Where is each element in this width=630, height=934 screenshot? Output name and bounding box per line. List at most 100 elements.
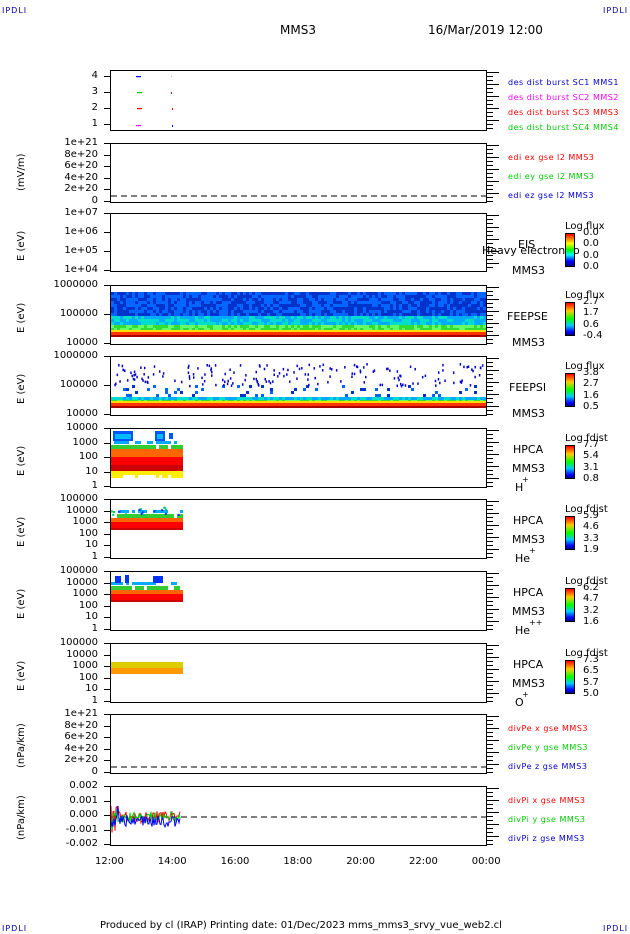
spectrogram-cell (126, 526, 129, 528)
spectrogram-band (174, 335, 177, 337)
spectrogram-cell (198, 310, 201, 313)
spectrogram-cell (171, 328, 174, 331)
spectrogram-cell (144, 298, 147, 301)
spectrogram-cell (123, 668, 126, 670)
spectrogram-cell (115, 434, 131, 439)
spectrogram-cell (174, 461, 177, 463)
spectrogram-cell (354, 328, 357, 331)
spectrogram-band (261, 406, 264, 408)
spectrogram-cell (165, 600, 168, 602)
spectrogram-cell (180, 453, 183, 455)
spectrogram-cell (453, 313, 456, 316)
spectrogram-cell (165, 307, 168, 310)
spectrogram-cell (174, 471, 177, 475)
spectrogram-cell (444, 295, 447, 298)
scatter-point (417, 382, 419, 385)
spectrogram-cell (330, 401, 333, 403)
spectrogram-cell (228, 292, 231, 295)
spectrogram-cell (462, 397, 465, 400)
spectrogram-cell (168, 590, 171, 592)
spectrogram-cell (198, 298, 201, 301)
spectrogram-cell (150, 664, 153, 666)
spectrogram-cell (153, 325, 156, 328)
date-title: 16/Mar/2019 12:00 (428, 23, 543, 37)
spectrogram-cell (189, 403, 192, 406)
spectrogram-cell (459, 295, 462, 298)
spectrogram-cell (429, 325, 432, 328)
ytick-label: 100000 (59, 493, 98, 504)
spectrogram-cell (114, 592, 117, 594)
spectrogram-cell (186, 310, 189, 313)
spectrogram-cell (363, 313, 366, 316)
spectrogram-cell (126, 592, 129, 594)
spectrogram-cell (219, 401, 222, 403)
scatter-point (187, 366, 190, 369)
spectrogram-cell (120, 461, 123, 463)
spectrogram-cell (135, 328, 138, 331)
spectrogram-cell (162, 313, 165, 316)
scatter-point (424, 374, 427, 378)
spectrogram-cell (111, 520, 114, 522)
spectrogram-cell (234, 330, 237, 332)
spectrogram-cell (357, 307, 360, 310)
spectrogram-cell (387, 304, 390, 307)
spectrogram-cell (174, 662, 177, 664)
spectrogram-cell (165, 401, 168, 403)
spectrogram-cell (315, 325, 318, 328)
spectrogram-cell (135, 514, 138, 518)
spectrogram-cell (135, 520, 138, 522)
spectrogram-cell (333, 322, 336, 325)
spectrogram-cell (177, 332, 180, 335)
spectrogram-band (417, 406, 420, 408)
spectrogram-band (165, 335, 168, 337)
right-ticks (487, 213, 499, 272)
spectrogram-cell (123, 313, 126, 316)
spectrogram-cell (315, 322, 318, 325)
spectrogram-cell (345, 292, 348, 295)
scatter-point (404, 384, 407, 387)
spectrogram-cell (288, 332, 291, 335)
spectrogram-cell (288, 316, 291, 319)
spectrogram-band (411, 406, 414, 408)
spectrogram-cell (216, 304, 219, 307)
spectrogram-cell (438, 313, 441, 316)
spectrogram-cell (252, 298, 255, 301)
spectrogram-cell (114, 441, 117, 444)
spectrogram-cell (153, 330, 156, 332)
spectrogram-band (111, 406, 114, 408)
panel-plot-p11 (111, 805, 486, 833)
spectrogram-cell (450, 330, 453, 332)
spectrogram-cell (351, 313, 354, 316)
spectrogram-cell (186, 307, 189, 310)
spectrogram-cell (327, 332, 330, 335)
spectrogram-cell (315, 313, 318, 316)
spectrogram-cell (234, 316, 237, 319)
spectrogram-cell (174, 467, 177, 469)
spectrogram-cell (477, 330, 480, 332)
spectrogram-cell (396, 319, 399, 322)
spectrogram-cell (360, 403, 363, 406)
spectrogram-cell (285, 332, 288, 335)
spectrogram-cell (123, 403, 126, 406)
spectrogram-cell (198, 319, 201, 322)
spectrogram-cell (477, 397, 480, 400)
spectrogram-cell (171, 514, 174, 518)
scatter-point (259, 365, 261, 368)
spectrogram-cell (111, 463, 114, 465)
spectrogram-cell (186, 328, 189, 331)
spectrogram-cell (120, 330, 123, 332)
scatter-point (335, 369, 338, 372)
spectrogram-cell (162, 465, 165, 467)
scatter-point (362, 366, 365, 369)
scatter-point (265, 380, 268, 383)
spectrogram-cell (165, 328, 168, 331)
spectrogram-cell (153, 397, 156, 400)
spectrogram-cell (420, 295, 423, 298)
spectrogram-cell (132, 526, 135, 528)
spectrogram-cell (159, 330, 162, 332)
spectrogram-cell (243, 301, 246, 304)
spectrogram-cell (177, 471, 180, 475)
colorbar-tick: 1.7 (583, 307, 599, 319)
panel-p7 (110, 499, 487, 559)
spectrogram-cell (312, 307, 315, 310)
